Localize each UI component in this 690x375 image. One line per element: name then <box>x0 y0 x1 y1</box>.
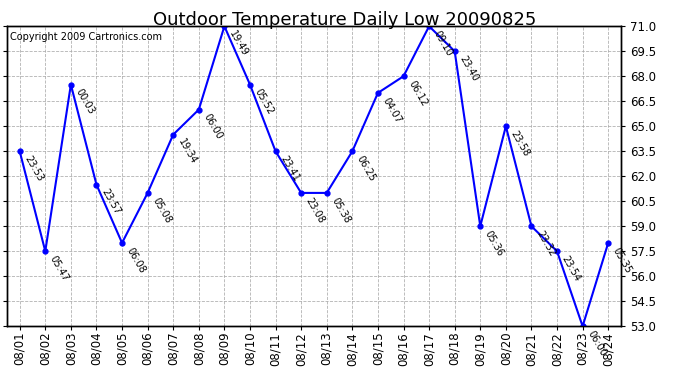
Text: 23:54: 23:54 <box>560 254 582 283</box>
Text: 05:47: 05:47 <box>48 254 70 283</box>
Text: 05:36: 05:36 <box>483 229 506 258</box>
Text: 00:03: 00:03 <box>74 87 96 116</box>
Text: 04:07: 04:07 <box>381 96 403 125</box>
Text: 05:52: 05:52 <box>253 87 275 117</box>
Text: 06:12: 06:12 <box>406 79 429 108</box>
Text: 23:53: 23:53 <box>23 154 45 183</box>
Text: 09:10: 09:10 <box>432 29 455 58</box>
Text: 05:35: 05:35 <box>611 246 633 275</box>
Text: 06:00: 06:00 <box>201 112 224 141</box>
Text: 06:25: 06:25 <box>355 154 377 183</box>
Text: 19:49: 19:49 <box>227 29 250 58</box>
Text: 23:40: 23:40 <box>457 54 480 83</box>
Text: Outdoor Temperature Daily Low 20090825: Outdoor Temperature Daily Low 20090825 <box>153 11 537 29</box>
Text: 23:57: 23:57 <box>99 188 122 217</box>
Text: 23:41: 23:41 <box>278 154 301 183</box>
Text: 06:00: 06:00 <box>585 329 608 358</box>
Text: 23:08: 23:08 <box>304 196 326 225</box>
Text: 05:08: 05:08 <box>150 196 173 225</box>
Text: Copyright 2009 Cartronics.com: Copyright 2009 Cartronics.com <box>10 32 162 42</box>
Text: 06:08: 06:08 <box>125 246 148 275</box>
Text: 23:32: 23:32 <box>534 229 557 258</box>
Text: 23:58: 23:58 <box>509 129 531 158</box>
Text: 19:34: 19:34 <box>176 137 199 166</box>
Text: 05:38: 05:38 <box>330 196 352 225</box>
